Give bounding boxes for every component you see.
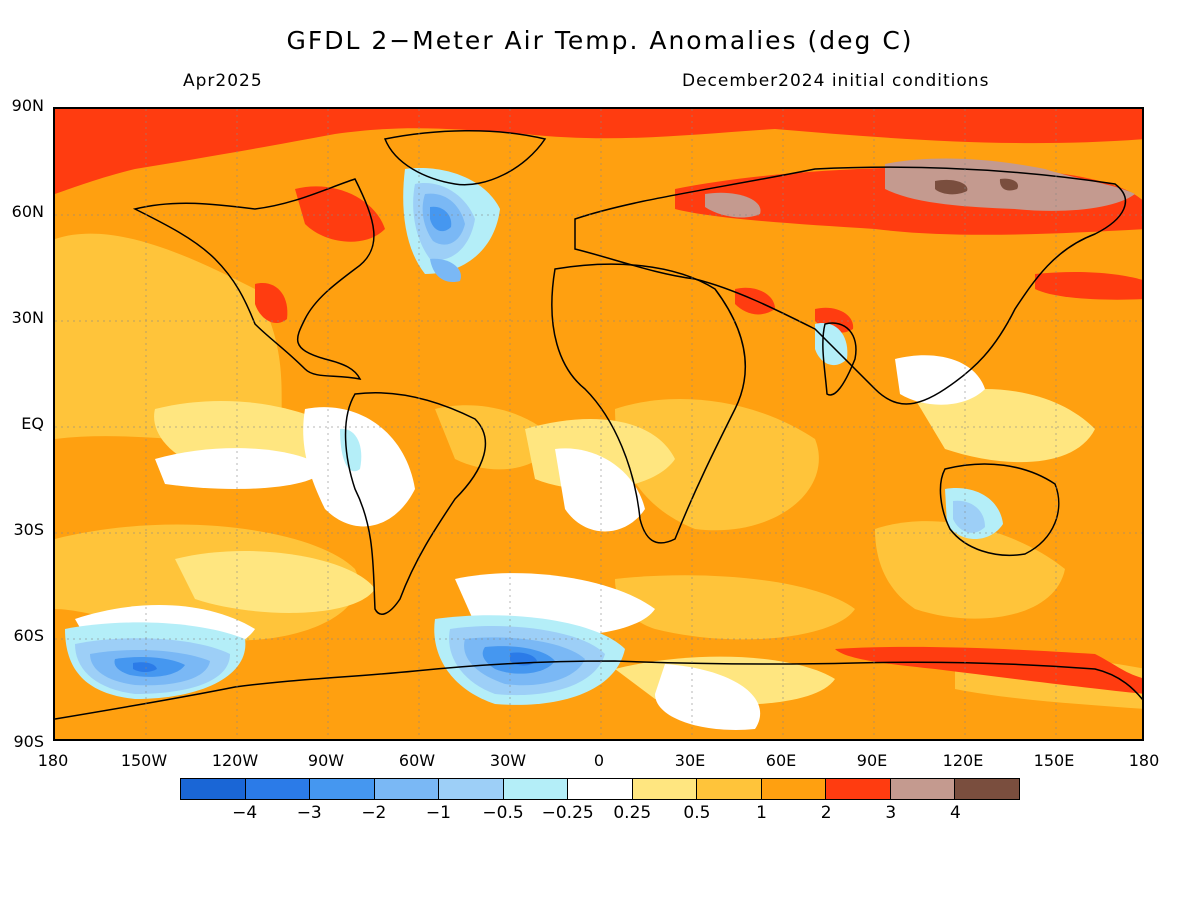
colorbar-tick-label: −2 xyxy=(361,803,387,823)
forecast-month: Apr2025 xyxy=(183,71,263,91)
lat-label-60n: 60N xyxy=(11,202,44,221)
initial-conditions-label: December2024 initial conditions xyxy=(682,71,990,91)
colorbar-swatch xyxy=(439,779,504,799)
colorbar xyxy=(180,778,1020,800)
lon-label-60w: 60W xyxy=(398,751,436,770)
colorbar-tick-label: 2 xyxy=(820,803,832,823)
colorbar-swatch xyxy=(245,779,311,799)
lat-label-90s: 90S xyxy=(13,732,44,751)
colorbar-tick-label: −4 xyxy=(232,803,258,823)
colorbar-tick-label: 0.5 xyxy=(683,803,711,823)
lon-label-90e: 90E xyxy=(856,751,888,770)
colorbar-tick-label: 0.25 xyxy=(613,803,652,823)
colorbar-tick-label: −1 xyxy=(425,803,451,823)
lat-label-30n: 30N xyxy=(11,308,44,327)
lon-label-120e: 120E xyxy=(942,751,984,770)
lon-label-30w: 30W xyxy=(489,751,527,770)
lon-label-150w: 150W xyxy=(120,751,168,770)
colorbar-tick-label: 4 xyxy=(949,803,961,823)
colorbar-swatch xyxy=(374,779,440,799)
chart-title: GFDL 2−Meter Air Temp. Anomalies (deg C) xyxy=(286,26,914,55)
colorbar-swatch xyxy=(568,779,633,799)
lat-label-30s: 30S xyxy=(13,520,44,539)
colorbar-tick-label: 3 xyxy=(885,803,897,823)
colorbar-swatch xyxy=(697,779,762,799)
colorbar-swatch xyxy=(890,779,956,799)
colorbar-tick-label: 1 xyxy=(756,803,767,823)
colorbar-tick-label: −0.5 xyxy=(482,803,524,823)
lon-label-120w: 120W xyxy=(211,751,259,770)
lon-label-0: 0 xyxy=(593,751,605,770)
anomaly-map xyxy=(53,107,1144,741)
colorbar-swatch xyxy=(181,779,246,799)
colorbar-swatch xyxy=(826,779,891,799)
lon-label-60e: 60E xyxy=(765,751,797,770)
colorbar-swatch xyxy=(310,779,375,799)
lon-label-180w: 180 xyxy=(37,751,69,770)
colorbar-swatch xyxy=(761,779,827,799)
lon-label-30e: 30E xyxy=(674,751,706,770)
map-svg xyxy=(55,109,1142,739)
colorbar-tick-label: −0.25 xyxy=(541,803,594,823)
lat-label-90n: 90N xyxy=(11,96,44,115)
graticule xyxy=(55,109,1142,739)
lat-label-eq: EQ xyxy=(21,414,44,433)
coastlines xyxy=(55,129,1142,720)
colorbar-swatch xyxy=(632,779,698,799)
lon-label-90w: 90W xyxy=(307,751,345,770)
colorbar-tick-label: −3 xyxy=(296,803,322,823)
colorbar-swatch xyxy=(955,779,1019,799)
lon-label-180e: 180 xyxy=(1128,751,1160,770)
lat-label-60s: 60S xyxy=(13,626,44,645)
colorbar-swatch xyxy=(503,779,569,799)
lon-label-150e: 150E xyxy=(1033,751,1075,770)
anomaly-band-above-4 xyxy=(935,178,1019,195)
